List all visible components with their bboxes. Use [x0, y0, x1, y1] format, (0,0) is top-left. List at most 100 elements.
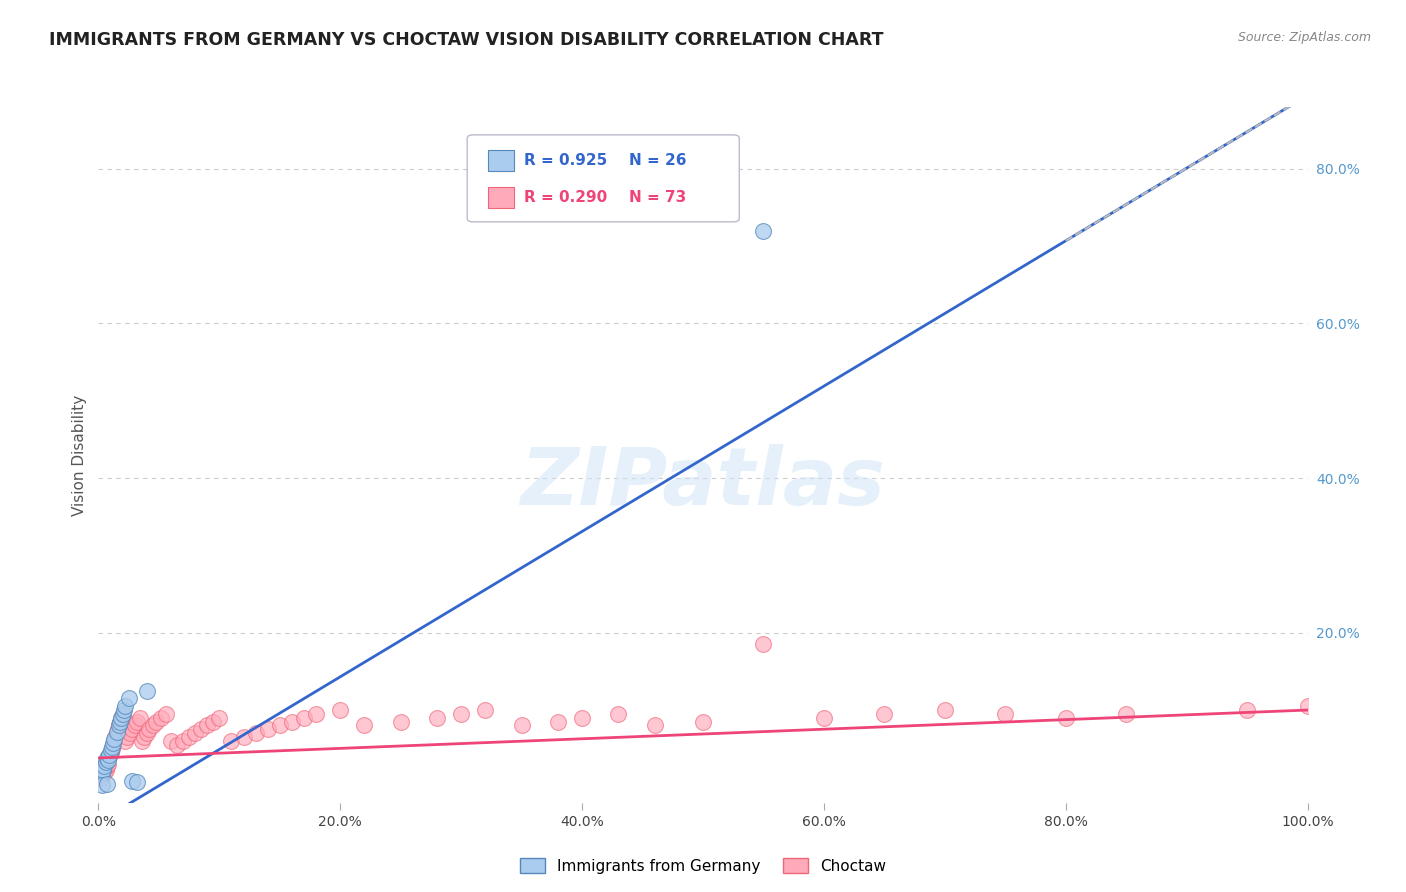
Point: [813, 711, 835, 725]
Bar: [488, 187, 515, 208]
Point: [98, 747, 121, 762]
Point: [873, 706, 896, 721]
Point: [166, 738, 188, 752]
Point: [160, 734, 183, 748]
Point: [127, 714, 149, 729]
Point: [184, 726, 207, 740]
Point: [571, 711, 593, 725]
Point: [108, 718, 131, 732]
Point: [135, 683, 157, 698]
Point: [110, 711, 132, 725]
Point: [994, 706, 1017, 721]
Point: [127, 775, 149, 789]
Point: [112, 703, 135, 717]
Point: [1054, 711, 1077, 725]
Point: [91, 778, 114, 792]
Point: [190, 723, 212, 737]
Text: IMMIGRANTS FROM GERMANY VS CHOCTAW VISION DISABILITY CORRELATION CHART: IMMIGRANTS FROM GERMANY VS CHOCTAW VISIO…: [49, 31, 884, 49]
Point: [105, 726, 128, 740]
Point: [101, 738, 124, 752]
Point: [91, 764, 114, 779]
Point: [202, 714, 225, 729]
Point: [94, 755, 117, 769]
Point: [118, 726, 141, 740]
Point: [105, 724, 128, 739]
Point: [134, 730, 156, 744]
Point: [93, 766, 115, 780]
Point: [89, 769, 111, 783]
Point: [1236, 703, 1258, 717]
Text: R = 0.925: R = 0.925: [524, 153, 607, 168]
Point: [281, 714, 304, 729]
Point: [547, 714, 569, 729]
Point: [353, 718, 375, 732]
Point: [103, 734, 125, 748]
Point: [510, 718, 533, 732]
Point: [450, 706, 472, 721]
Point: [135, 726, 157, 740]
Point: [208, 711, 231, 725]
Point: [111, 706, 134, 721]
Point: [121, 774, 143, 789]
Point: [101, 735, 124, 749]
Point: [114, 699, 136, 714]
Y-axis label: Vision Disability: Vision Disability: [72, 394, 87, 516]
Point: [94, 764, 117, 778]
Point: [138, 723, 160, 737]
Point: [131, 734, 153, 748]
Point: [118, 691, 141, 706]
Point: [155, 706, 177, 721]
Point: [104, 730, 127, 744]
Text: R = 0.290: R = 0.290: [524, 190, 607, 205]
Point: [114, 734, 136, 748]
Point: [97, 753, 120, 767]
Point: [644, 718, 666, 732]
Point: [329, 703, 352, 717]
Point: [145, 714, 167, 729]
Bar: [488, 150, 515, 171]
Point: [221, 734, 243, 748]
Point: [107, 723, 129, 737]
Point: [96, 751, 118, 765]
Text: Source: ZipAtlas.com: Source: ZipAtlas.com: [1237, 31, 1371, 45]
Point: [100, 740, 122, 755]
Point: [108, 718, 131, 732]
Point: [142, 718, 165, 732]
FancyBboxPatch shape: [467, 135, 740, 222]
Point: [269, 718, 291, 732]
Point: [179, 730, 201, 744]
Text: N = 26: N = 26: [630, 153, 686, 168]
Point: [128, 711, 150, 725]
Point: [934, 703, 956, 717]
Point: [232, 730, 254, 744]
Point: [100, 746, 122, 760]
Point: [91, 766, 114, 780]
Text: N = 73: N = 73: [630, 190, 686, 205]
Point: [474, 703, 496, 717]
Point: [93, 758, 115, 772]
Point: [1115, 706, 1137, 721]
Point: [90, 771, 112, 785]
Point: [111, 706, 134, 721]
Point: [108, 714, 131, 729]
Point: [100, 741, 122, 756]
Point: [150, 711, 173, 725]
Point: [124, 718, 146, 732]
Point: [292, 711, 315, 725]
Point: [172, 734, 194, 748]
Point: [256, 723, 278, 737]
Point: [195, 718, 218, 732]
Point: [91, 761, 114, 775]
Point: [98, 749, 121, 764]
Point: [121, 723, 143, 737]
Point: [96, 758, 118, 772]
Point: [1296, 699, 1319, 714]
Point: [426, 711, 449, 725]
Point: [97, 757, 120, 772]
Point: [692, 714, 714, 729]
Point: [96, 777, 118, 791]
Legend: Immigrants from Germany, Choctaw: Immigrants from Germany, Choctaw: [515, 852, 891, 880]
Point: [305, 706, 328, 721]
Point: [245, 726, 267, 740]
Point: [752, 224, 775, 238]
